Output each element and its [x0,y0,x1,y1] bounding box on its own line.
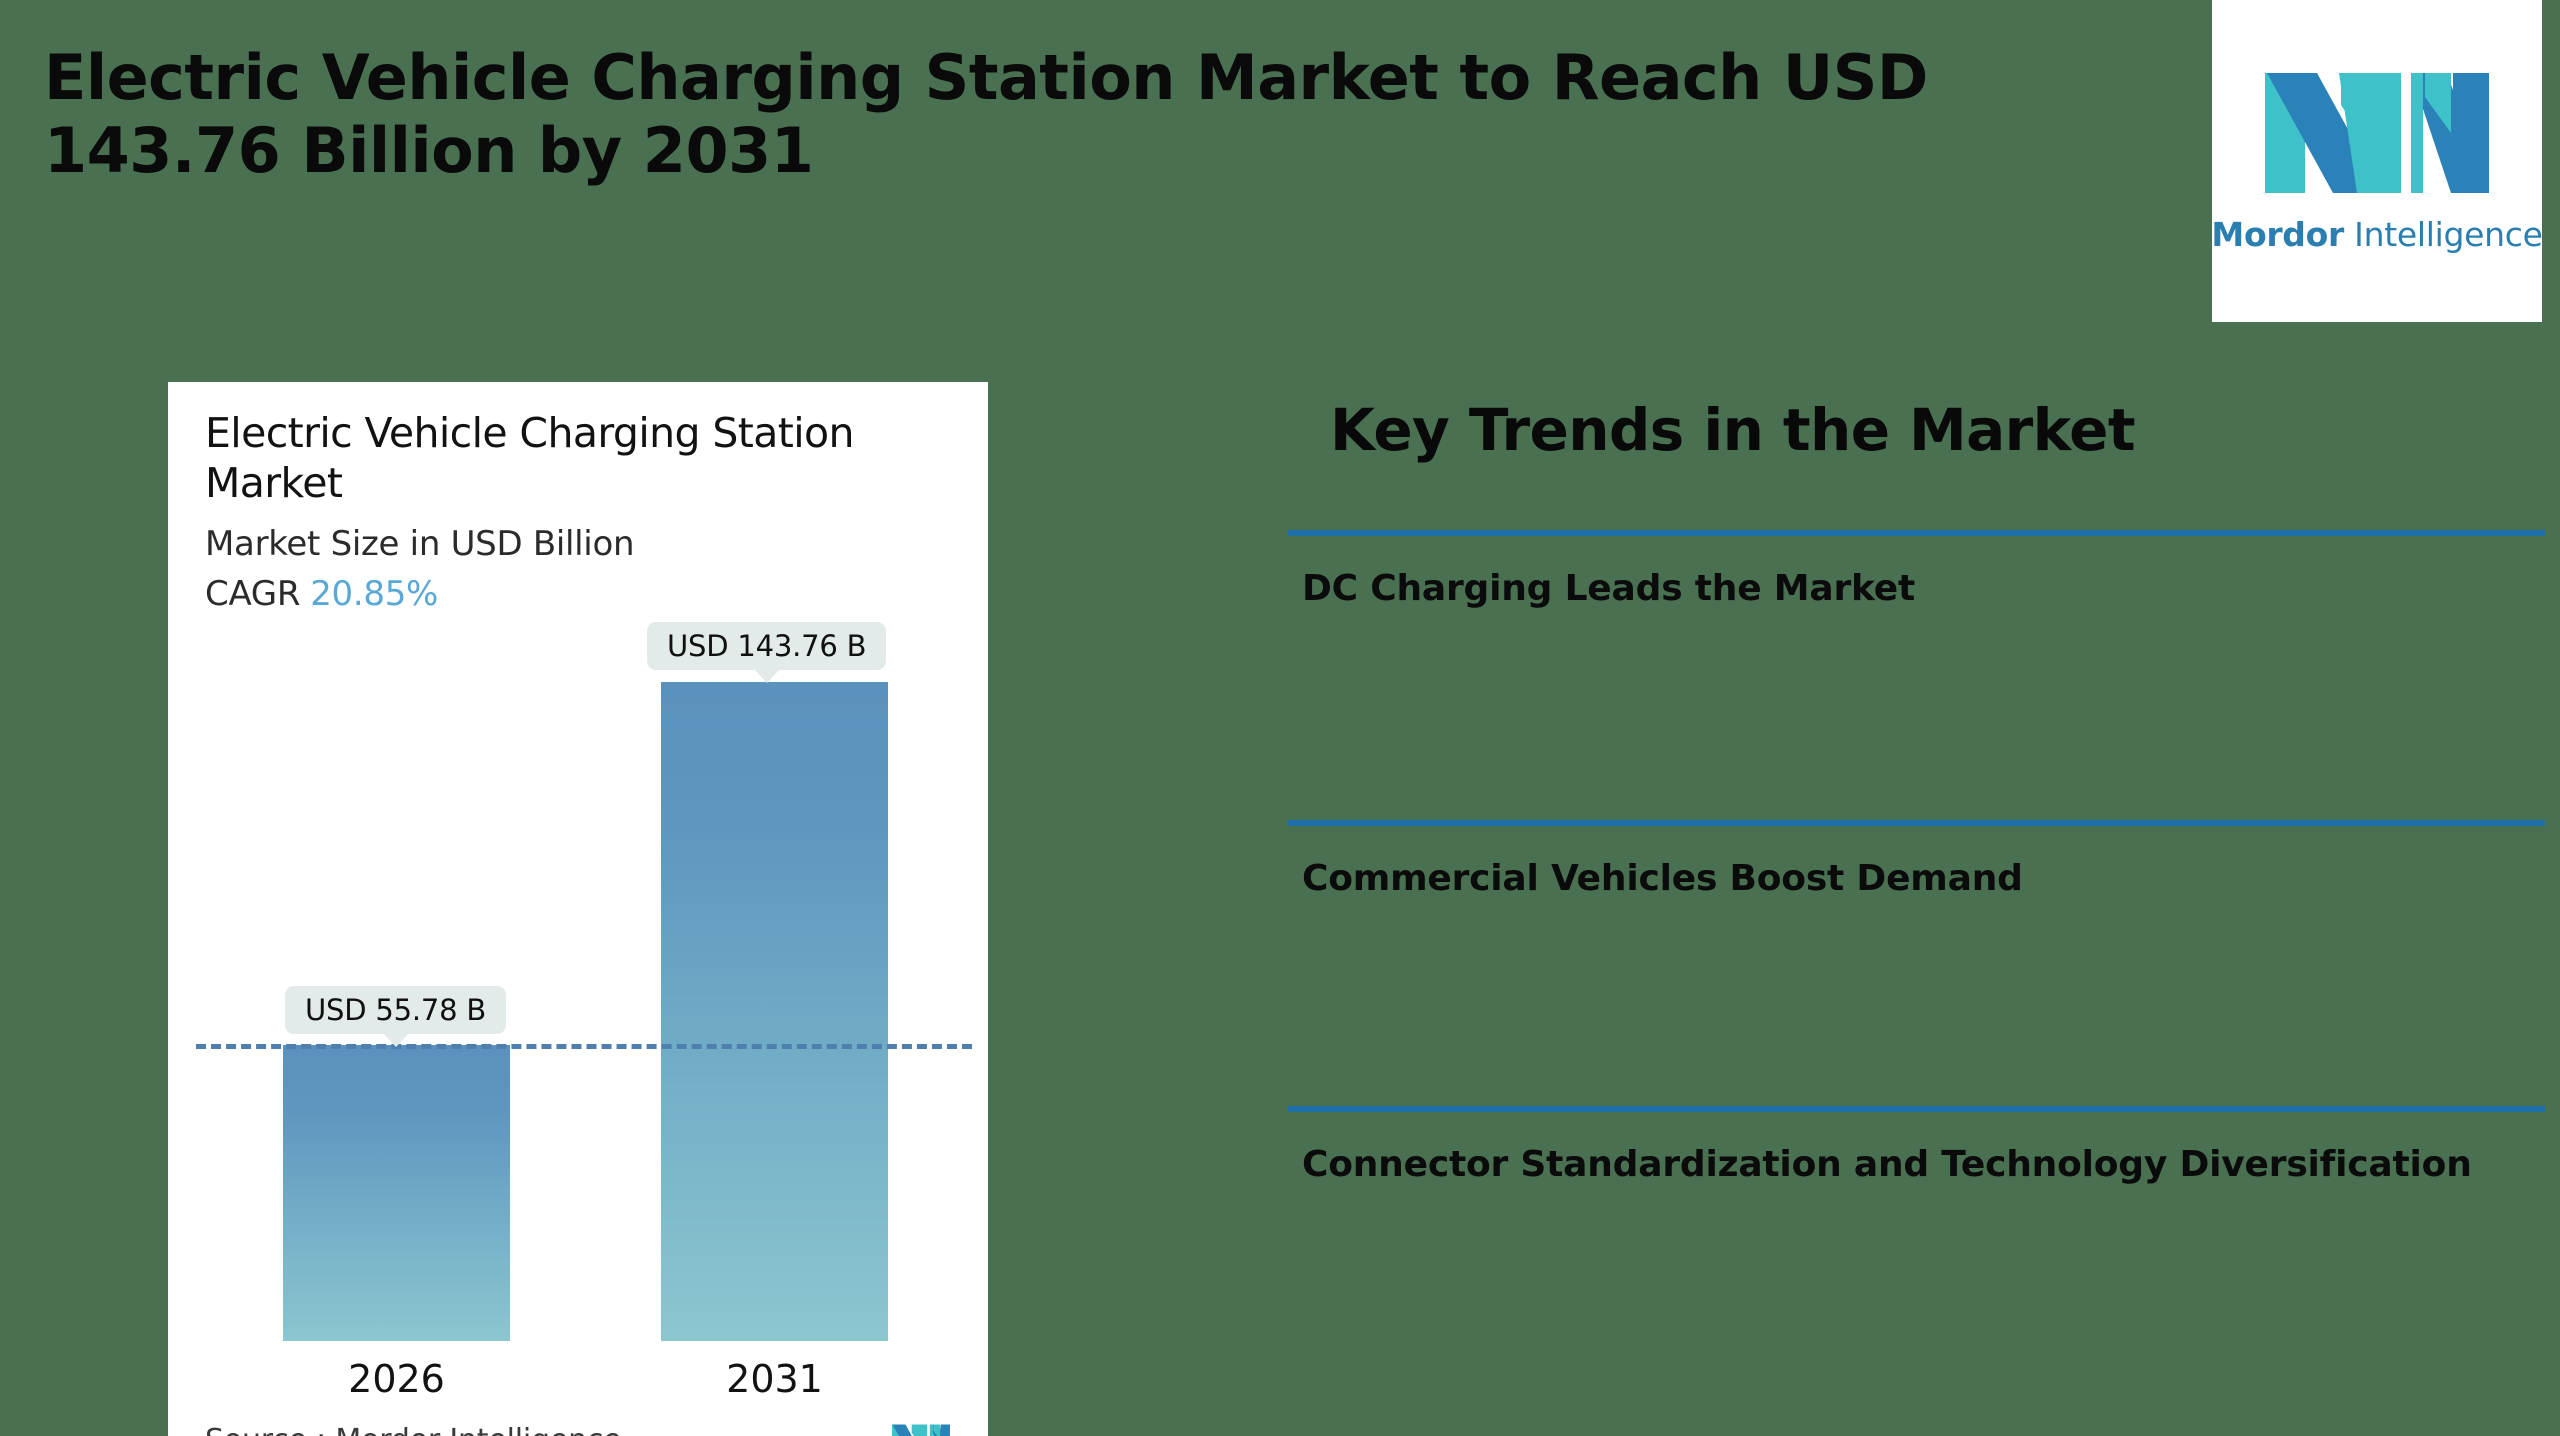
chart-subtitle: Market Size in USD Billion [205,524,635,564]
key-trends-heading: Key Trends in the Market [1330,396,2136,464]
trend-divider-1 [1288,530,2545,536]
brand-wordmark: Mordor Intelligence [2211,215,2542,254]
bar-chart-plot: USD 55.78 B USD 143.76 B 2026 2031 [168,382,988,1436]
trend-divider-3 [1288,1106,2545,1112]
trend-item-1[interactable]: DC Charging Leads the Market [1288,530,2545,609]
mordor-m-logo-small-icon [892,1424,950,1436]
chart-title: Electric Vehicle Charging Station Market [205,409,855,508]
page-title: Electric Vehicle Charging Station Market… [44,41,1928,187]
reference-dashed-line [196,1044,972,1049]
trend-label-1: DC Charging Leads the Market [1302,568,1916,609]
bar-2031 [661,682,888,1341]
trend-divider-2 [1288,820,2545,826]
x-axis-label-2026: 2026 [348,1357,445,1401]
trend-label-3: Connector Standardization and Technology… [1302,1144,2472,1185]
x-axis-label-2031: 2031 [726,1357,823,1401]
chart-card: Electric Vehicle Charging Station Market… [168,382,988,1436]
trend-label-2: Commercial Vehicles Boost Demand [1302,858,2023,899]
chart-source-row: Source : Mordor Intelligence [205,1420,951,1436]
trend-item-3[interactable]: Connector Standardization and Technology… [1288,1106,2545,1185]
cagr-value: 20.85% [310,574,439,614]
value-badge-2031: USD 143.76 B [647,622,887,683]
value-badge-2026: USD 55.78 B [285,986,507,1047]
brand-name-bold: Mordor [2211,214,2344,254]
bar-2026 [283,1045,510,1341]
brand-logo-card: Mordor Intelligence [2211,0,2543,322]
brand-name-regular: Intelligence [2343,214,2543,254]
trend-item-2[interactable]: Commercial Vehicles Boost Demand [1288,820,2545,899]
mordor-m-logo-icon [2265,72,2489,193]
chart-cagr: CAGR 20.85% [205,574,438,614]
cagr-label: CAGR [205,574,301,614]
source-text: Source : Mordor Intelligence [205,1423,622,1436]
